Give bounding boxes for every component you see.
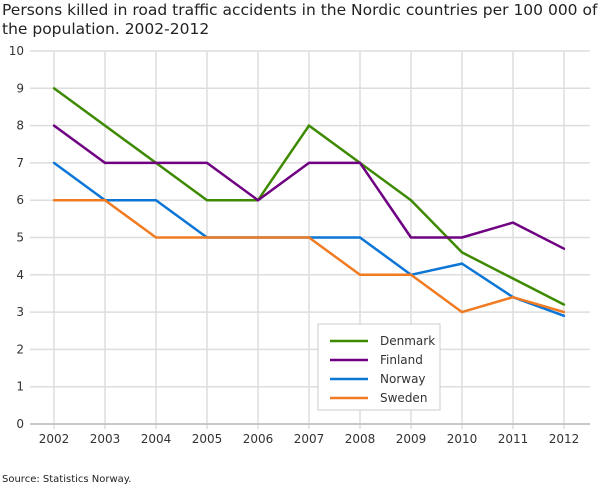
data-point xyxy=(103,161,107,165)
data-point xyxy=(52,124,56,127)
x-tick-label: 2007 xyxy=(294,432,325,446)
y-tick-label: 0 xyxy=(16,417,24,431)
data-point xyxy=(205,236,209,239)
data-point xyxy=(154,199,158,202)
data-point xyxy=(154,236,158,239)
data-point xyxy=(205,199,209,202)
data-point xyxy=(256,199,260,202)
data-point xyxy=(52,161,56,165)
data-point xyxy=(562,303,566,306)
data-point xyxy=(103,124,107,127)
y-tick-label: 3 xyxy=(16,305,24,319)
x-tick-label: 2002 xyxy=(39,432,70,446)
data-point xyxy=(307,236,311,239)
x-tick-label: 2006 xyxy=(243,432,274,446)
data-point xyxy=(358,236,362,239)
x-tick-label: 2005 xyxy=(192,432,223,446)
x-tick-label: 2008 xyxy=(345,432,376,446)
x-tick-label: 2012 xyxy=(549,432,580,446)
data-point xyxy=(358,161,362,165)
y-tick-label: 4 xyxy=(16,268,24,282)
x-tick-label: 2004 xyxy=(141,432,172,446)
x-tick-label: 2011 xyxy=(498,432,529,446)
data-point xyxy=(52,87,56,90)
y-tick-label: 5 xyxy=(16,231,24,245)
source-note: Source: Statistics Norway. xyxy=(2,474,132,485)
data-point xyxy=(562,310,566,314)
data-point xyxy=(52,199,56,202)
data-point xyxy=(562,247,566,250)
data-point xyxy=(103,199,107,202)
data-point xyxy=(460,236,464,239)
y-tick-label: 9 xyxy=(16,81,24,95)
chart-title: Persons killed in road traffic accidents… xyxy=(2,1,598,38)
data-point xyxy=(409,273,413,276)
data-point xyxy=(562,314,566,318)
legend-box xyxy=(317,323,441,411)
y-tick-label: 7 xyxy=(16,156,24,170)
data-point xyxy=(409,236,413,239)
data-point xyxy=(511,221,515,224)
legend-label: Denmark xyxy=(380,334,435,348)
data-point xyxy=(511,277,515,280)
y-tick-label: 6 xyxy=(16,193,24,207)
data-point xyxy=(154,161,158,165)
data-point xyxy=(307,124,311,127)
y-tick-label: 2 xyxy=(16,342,24,356)
x-tick-label: 2010 xyxy=(447,432,478,446)
data-point xyxy=(256,236,260,239)
data-point xyxy=(358,273,362,276)
y-tick-label: 1 xyxy=(16,380,24,394)
y-tick-label: 8 xyxy=(16,119,24,133)
y-tick-label: 10 xyxy=(9,44,24,58)
x-tick-label: 2003 xyxy=(90,432,121,446)
data-point xyxy=(460,310,464,314)
legend-label: Sweden xyxy=(380,391,427,405)
legend-label: Norway xyxy=(380,372,426,386)
data-point xyxy=(307,161,311,165)
data-point xyxy=(205,161,209,165)
data-point xyxy=(460,262,464,265)
data-point xyxy=(460,251,464,254)
legend-label: Finland xyxy=(380,353,423,367)
data-point xyxy=(409,199,413,202)
x-tick-label: 2009 xyxy=(396,432,427,446)
data-point xyxy=(511,295,515,299)
